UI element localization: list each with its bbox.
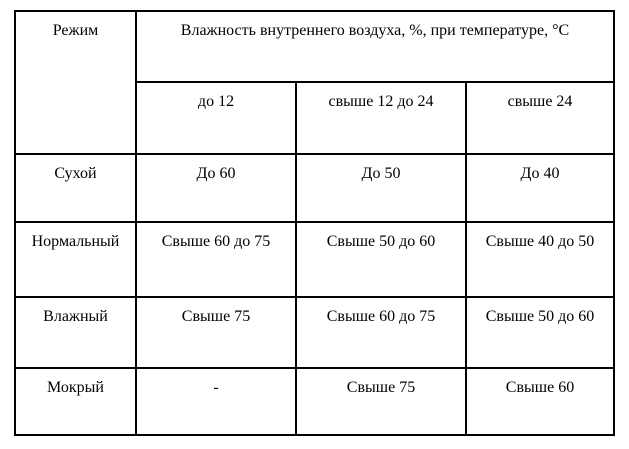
cell-normal-12to24: Свыше 50 до 60 — [295, 221, 467, 298]
cell-dry-over24: До 40 — [464, 153, 616, 223]
subheader-temp-over-24: свыше 24 — [464, 81, 616, 155]
humidity-regime-table: Режим Влажность внутреннего воздуха, %, … — [14, 10, 616, 436]
cell-dry-12to24: До 50 — [295, 153, 467, 223]
row-label-normal: Нормальный — [14, 221, 137, 298]
cell-humid-12to24: Свыше 60 до 75 — [295, 296, 467, 369]
column-header-humidity: Влажность внутреннего воздуха, %, при те… — [134, 10, 616, 83]
cell-wet-upto12: - — [135, 367, 297, 436]
table-row: Нормальный Свыше 60 до 75 Свыше 50 до 60… — [14, 221, 616, 298]
cell-wet-over24: Свыше 60 — [464, 367, 616, 436]
cell-dry-upto12: До 60 — [135, 153, 297, 223]
table-row: Влажный Свыше 75 Свыше 60 до 75 Свыше 50… — [14, 296, 616, 369]
cell-normal-upto12: Свыше 60 до 75 — [135, 221, 297, 298]
subheader-temp-upto-12: до 12 — [135, 81, 297, 155]
subheader-temp-12-to-24: свыше 12 до 24 — [295, 81, 467, 155]
cell-normal-over24: Свыше 40 до 50 — [464, 221, 616, 298]
row-label-wet: Мокрый — [14, 367, 137, 436]
row-label-dry: Сухой — [14, 153, 137, 223]
cell-wet-12to24: Свыше 75 — [295, 367, 467, 436]
cell-humid-over24: Свыше 50 до 60 — [464, 296, 616, 369]
row-label-humid: Влажный — [14, 296, 137, 369]
table-row: Сухой До 60 До 50 До 40 — [14, 153, 616, 223]
column-header-mode: Режим — [14, 10, 137, 155]
cell-humid-upto12: Свыше 75 — [135, 296, 297, 369]
table-row: Мокрый - Свыше 75 Свыше 60 — [14, 367, 616, 436]
header-row-1: Режим Влажность внутреннего воздуха, %, … — [14, 10, 616, 155]
header-row-2: до 12 свыше 12 до 24 свыше 24 — [15, 81, 616, 155]
